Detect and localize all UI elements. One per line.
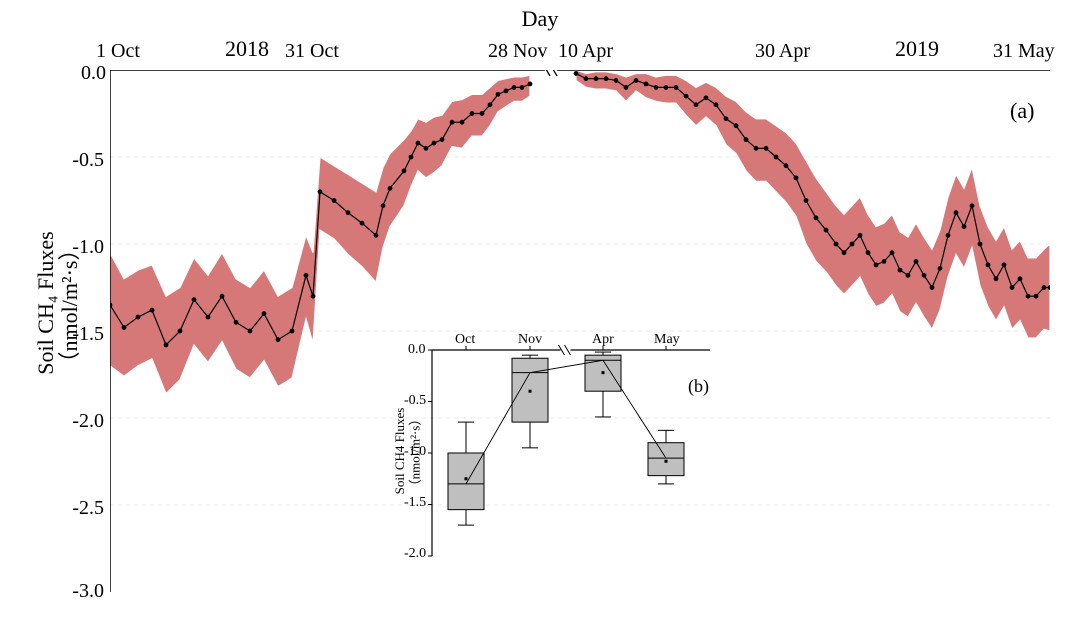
inset-boxplot: Soil CH4 Fluxes （nmol/m²·s） 0.0 -0.5 -1.…	[390, 340, 720, 572]
x-axis-title: Day	[0, 6, 1080, 32]
ytick-4: -2.0	[70, 410, 104, 433]
year-2018: 2018	[225, 36, 269, 62]
xtick-0: 1 Oct	[96, 40, 140, 63]
inset-ytick-1: -0.5	[404, 393, 426, 409]
xtick-5: 31 May	[993, 40, 1055, 63]
inset-xtick-0: Oct	[455, 332, 475, 348]
inset-ytick-0: 0.0	[408, 342, 426, 358]
xtick-2: 28 Nov	[488, 40, 547, 63]
xtick-1: 31 Oct	[285, 40, 339, 63]
inset-xtick-2: Apr	[592, 332, 614, 348]
ytick-5: -2.5	[70, 497, 104, 520]
inset-ytick-2: -1.0	[404, 444, 426, 460]
xtick-4: 30 Apr	[755, 40, 810, 63]
inset-ytick-3: -1.5	[404, 495, 426, 511]
inset-ytick-4: -2.0	[404, 546, 426, 562]
year-2019: 2019	[895, 36, 939, 62]
inset-xtick-3: May	[654, 332, 680, 348]
panel-b-label: (b)	[688, 376, 709, 397]
ytick-2: -1.0	[70, 236, 104, 259]
ytick-0: 0.0	[76, 62, 106, 85]
xtick-3: 10 Apr	[558, 40, 613, 63]
ytick-1: -0.5	[70, 149, 104, 172]
ytick-6: -3.0	[70, 580, 104, 603]
inset-xtick-1: Nov	[518, 332, 542, 348]
ytick-3: -1.5	[70, 323, 104, 346]
